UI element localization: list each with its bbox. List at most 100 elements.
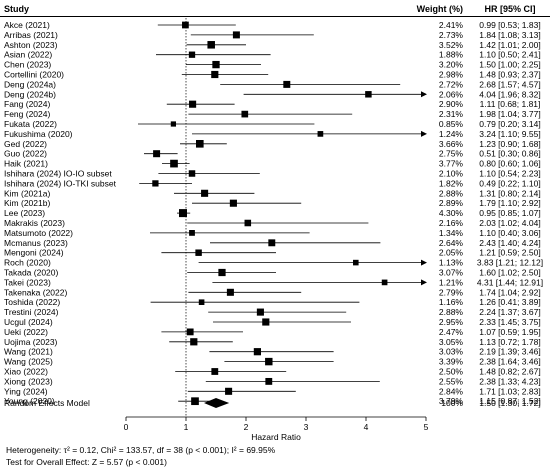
ci-arrow <box>421 259 427 266</box>
study-hr-ci: 1.23 [0.90; 1.68] <box>479 139 540 149</box>
study-weight: 2.89% <box>439 198 464 208</box>
study-weight: 2.41% <box>439 20 464 30</box>
study-row: Ged (2022) 3.66% 1.23 [0.90; 1.68] <box>4 139 541 149</box>
study-rows: Akce (2021) 2.41% 0.99 [0.53; 1.83]Arribas… <box>4 20 543 406</box>
ci-arrow <box>421 91 427 98</box>
hr-marker <box>226 288 234 296</box>
study-row: Kim (2021b) 2.89% 1.79 [1.10; 2.92] <box>4 198 541 208</box>
study-weight: 2.31% <box>439 109 464 119</box>
study-label: Roch (2020) <box>4 258 51 268</box>
study-weight: 1.24% <box>439 129 464 139</box>
hr-marker <box>232 31 240 39</box>
study-weight: 0.85% <box>439 119 464 129</box>
study-label: Kim (2021a) <box>4 188 50 198</box>
study-hr-ci: 1.10 [0.50; 2.41] <box>479 50 540 60</box>
study-label: Takada (2020) <box>4 268 59 278</box>
study-hr-ci: 2.43 [1.40; 4.24] <box>479 238 540 248</box>
hr-marker <box>207 41 215 49</box>
pooled-diamond <box>204 398 230 408</box>
study-label: Mcmanus (2023) <box>4 238 68 248</box>
ci-arrow <box>421 279 427 286</box>
study-row: Deng (2024b) 2.06% 4.04 [1.96; 8.32] <box>4 89 541 99</box>
study-weight: 3.39% <box>439 357 464 367</box>
study-hr-ci: 0.51 [0.30; 0.86] <box>479 149 540 159</box>
study-label: Fukushima (2020) <box>4 129 73 139</box>
study-row: Xiong (2023) 2.55% 2.38 [1.33; 4.23] <box>4 376 541 386</box>
study-label: Ueki (2022) <box>4 327 48 337</box>
x-tick-label: 2 <box>244 422 249 432</box>
hr-marker <box>265 377 273 385</box>
study-row: Kim (2021a) 2.88% 1.31 [0.80; 2.14] <box>4 188 541 198</box>
study-row: Wang (2021) 3.03% 2.19 [1.39; 3.46] <box>4 347 541 357</box>
hr-marker <box>152 180 159 187</box>
study-weight: 2.75% <box>439 149 464 159</box>
study-row: Fukushima (2020) 1.24% 3.24 [1.10; 9.55] <box>4 129 541 139</box>
study-weight: 2.88% <box>439 188 464 198</box>
hr-marker <box>244 219 252 227</box>
study-weight: 2.98% <box>439 70 464 80</box>
study-label: Feng (2024) <box>4 109 50 119</box>
study-weight: 3.79% <box>439 396 464 406</box>
study-hr-ci: 4.31 [1.44; 12.91] <box>477 277 543 287</box>
hr-marker <box>188 170 196 177</box>
hr-marker <box>268 239 276 247</box>
study-row: Fang (2024) 2.90% 1.11 [0.68; 1.81] <box>4 99 540 109</box>
hr-marker <box>262 318 270 326</box>
study-hr-ci: 1.60 [1.02; 2.50] <box>479 268 540 278</box>
x-tick-label: 5 <box>424 422 429 432</box>
hr-marker <box>189 100 197 108</box>
study-weight: 2.90% <box>439 99 464 109</box>
hr-marker <box>188 51 196 58</box>
study-label: Lee (2023) <box>4 208 45 218</box>
study-hr-ci: 1.10 [0.40; 3.06] <box>479 228 540 238</box>
study-hr-ci: 1.79 [1.10; 2.92] <box>479 198 540 208</box>
study-row: Asian (2022) 1.88% 1.10 [0.50; 2.41] <box>4 50 541 60</box>
study-hr-ci: 2.38 [1.64; 3.46] <box>479 357 540 367</box>
study-row: Takei (2023) 1.21% 4.31 [1.44; 12.91] <box>4 277 543 287</box>
study-hr-ci: 2.03 [1.02; 4.04] <box>479 218 540 228</box>
study-label: Toshida (2022) <box>4 297 60 307</box>
study-hr-ci: 1.48 [0.82; 2.67] <box>479 367 540 377</box>
study-label: Takenaka (2022) <box>4 287 67 297</box>
study-label: Ishihara (2024) IO-TKI subset <box>4 178 117 188</box>
study-row: Mengoni (2024) 2.05% 1.21 [0.59; 2.50] <box>4 248 541 258</box>
study-weight: 2.47% <box>439 327 464 337</box>
study-hr-ci: 1.11 [0.68; 1.81] <box>480 99 541 109</box>
hr-marker <box>265 357 273 366</box>
pooled-label: Random Effects Model <box>4 398 90 408</box>
study-row: Ishihara (2024) IO-IO subset 2.10% 1.10 [0… <box>4 169 541 179</box>
study-hr-ci: 2.38 [1.33; 4.23] <box>479 376 540 386</box>
study-weight: 2.95% <box>439 317 464 327</box>
study-label: Kim (2021b) <box>4 198 50 208</box>
study-row: Akce (2021) 2.41% 0.99 [0.53; 1.83] <box>4 20 541 30</box>
hr-marker <box>218 268 226 277</box>
study-row: Uojima (2023) 3.05% 1.13 [0.72; 1.78] <box>4 337 541 347</box>
x-tick-label: 0 <box>124 422 129 432</box>
study-hr-ci: 1.71 [1.03; 2.83] <box>479 386 540 396</box>
study-weight: 3.05% <box>439 337 464 347</box>
study-row: Xiao (2022) 2.50% 1.48 [0.82; 2.67] <box>4 367 541 377</box>
study-weight: 2.79% <box>439 287 464 297</box>
hr-marker <box>365 91 372 98</box>
study-row: Chen (2023) 3.20% 1.50 [1.00; 2.25] <box>4 60 541 70</box>
study-weight: 3.66% <box>439 139 464 149</box>
study-hr-ci: 1.42 [1.01; 2.00] <box>479 40 540 50</box>
study-weight: 3.77% <box>439 159 464 169</box>
hr-marker <box>317 131 324 137</box>
study-label: Wang (2021) <box>4 347 53 357</box>
x-tick-label: 3 <box>304 422 309 432</box>
study-label: Akce (2021) <box>4 20 50 30</box>
hr-marker <box>190 338 198 346</box>
study-label: Ishihara (2024) IO-IO subset <box>4 169 112 179</box>
study-hr-ci: 1.50 [1.00; 2.25] <box>479 60 540 70</box>
study-weight: 1.82% <box>439 178 464 188</box>
x-tick-label: 1 <box>184 422 189 432</box>
study-hr-ci: 0.80 [0.60; 1.06] <box>479 159 540 169</box>
study-row: Ashton (2023) 3.52% 1.42 [1.01; 2.00] <box>4 40 541 50</box>
hr-marker <box>225 387 233 395</box>
study-hr-ci: 0.99 [0.53; 1.83] <box>479 20 540 30</box>
study-weight: 1.16% <box>439 297 464 307</box>
header-study: Study <box>4 4 29 14</box>
study-label: Fukata (2022) <box>4 119 57 129</box>
study-row: Roch (2020) 1.13% 3.83 [1.21; 12.12] <box>4 258 543 268</box>
